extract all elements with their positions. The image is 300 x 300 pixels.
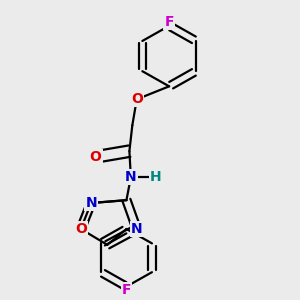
Text: O: O (90, 150, 101, 164)
Text: H: H (150, 170, 162, 184)
Text: O: O (75, 222, 87, 236)
Text: F: F (122, 283, 131, 297)
Text: N: N (85, 196, 97, 210)
Text: N: N (125, 170, 137, 184)
Text: F: F (164, 15, 174, 29)
Text: O: O (131, 92, 143, 106)
Text: N: N (131, 222, 142, 236)
